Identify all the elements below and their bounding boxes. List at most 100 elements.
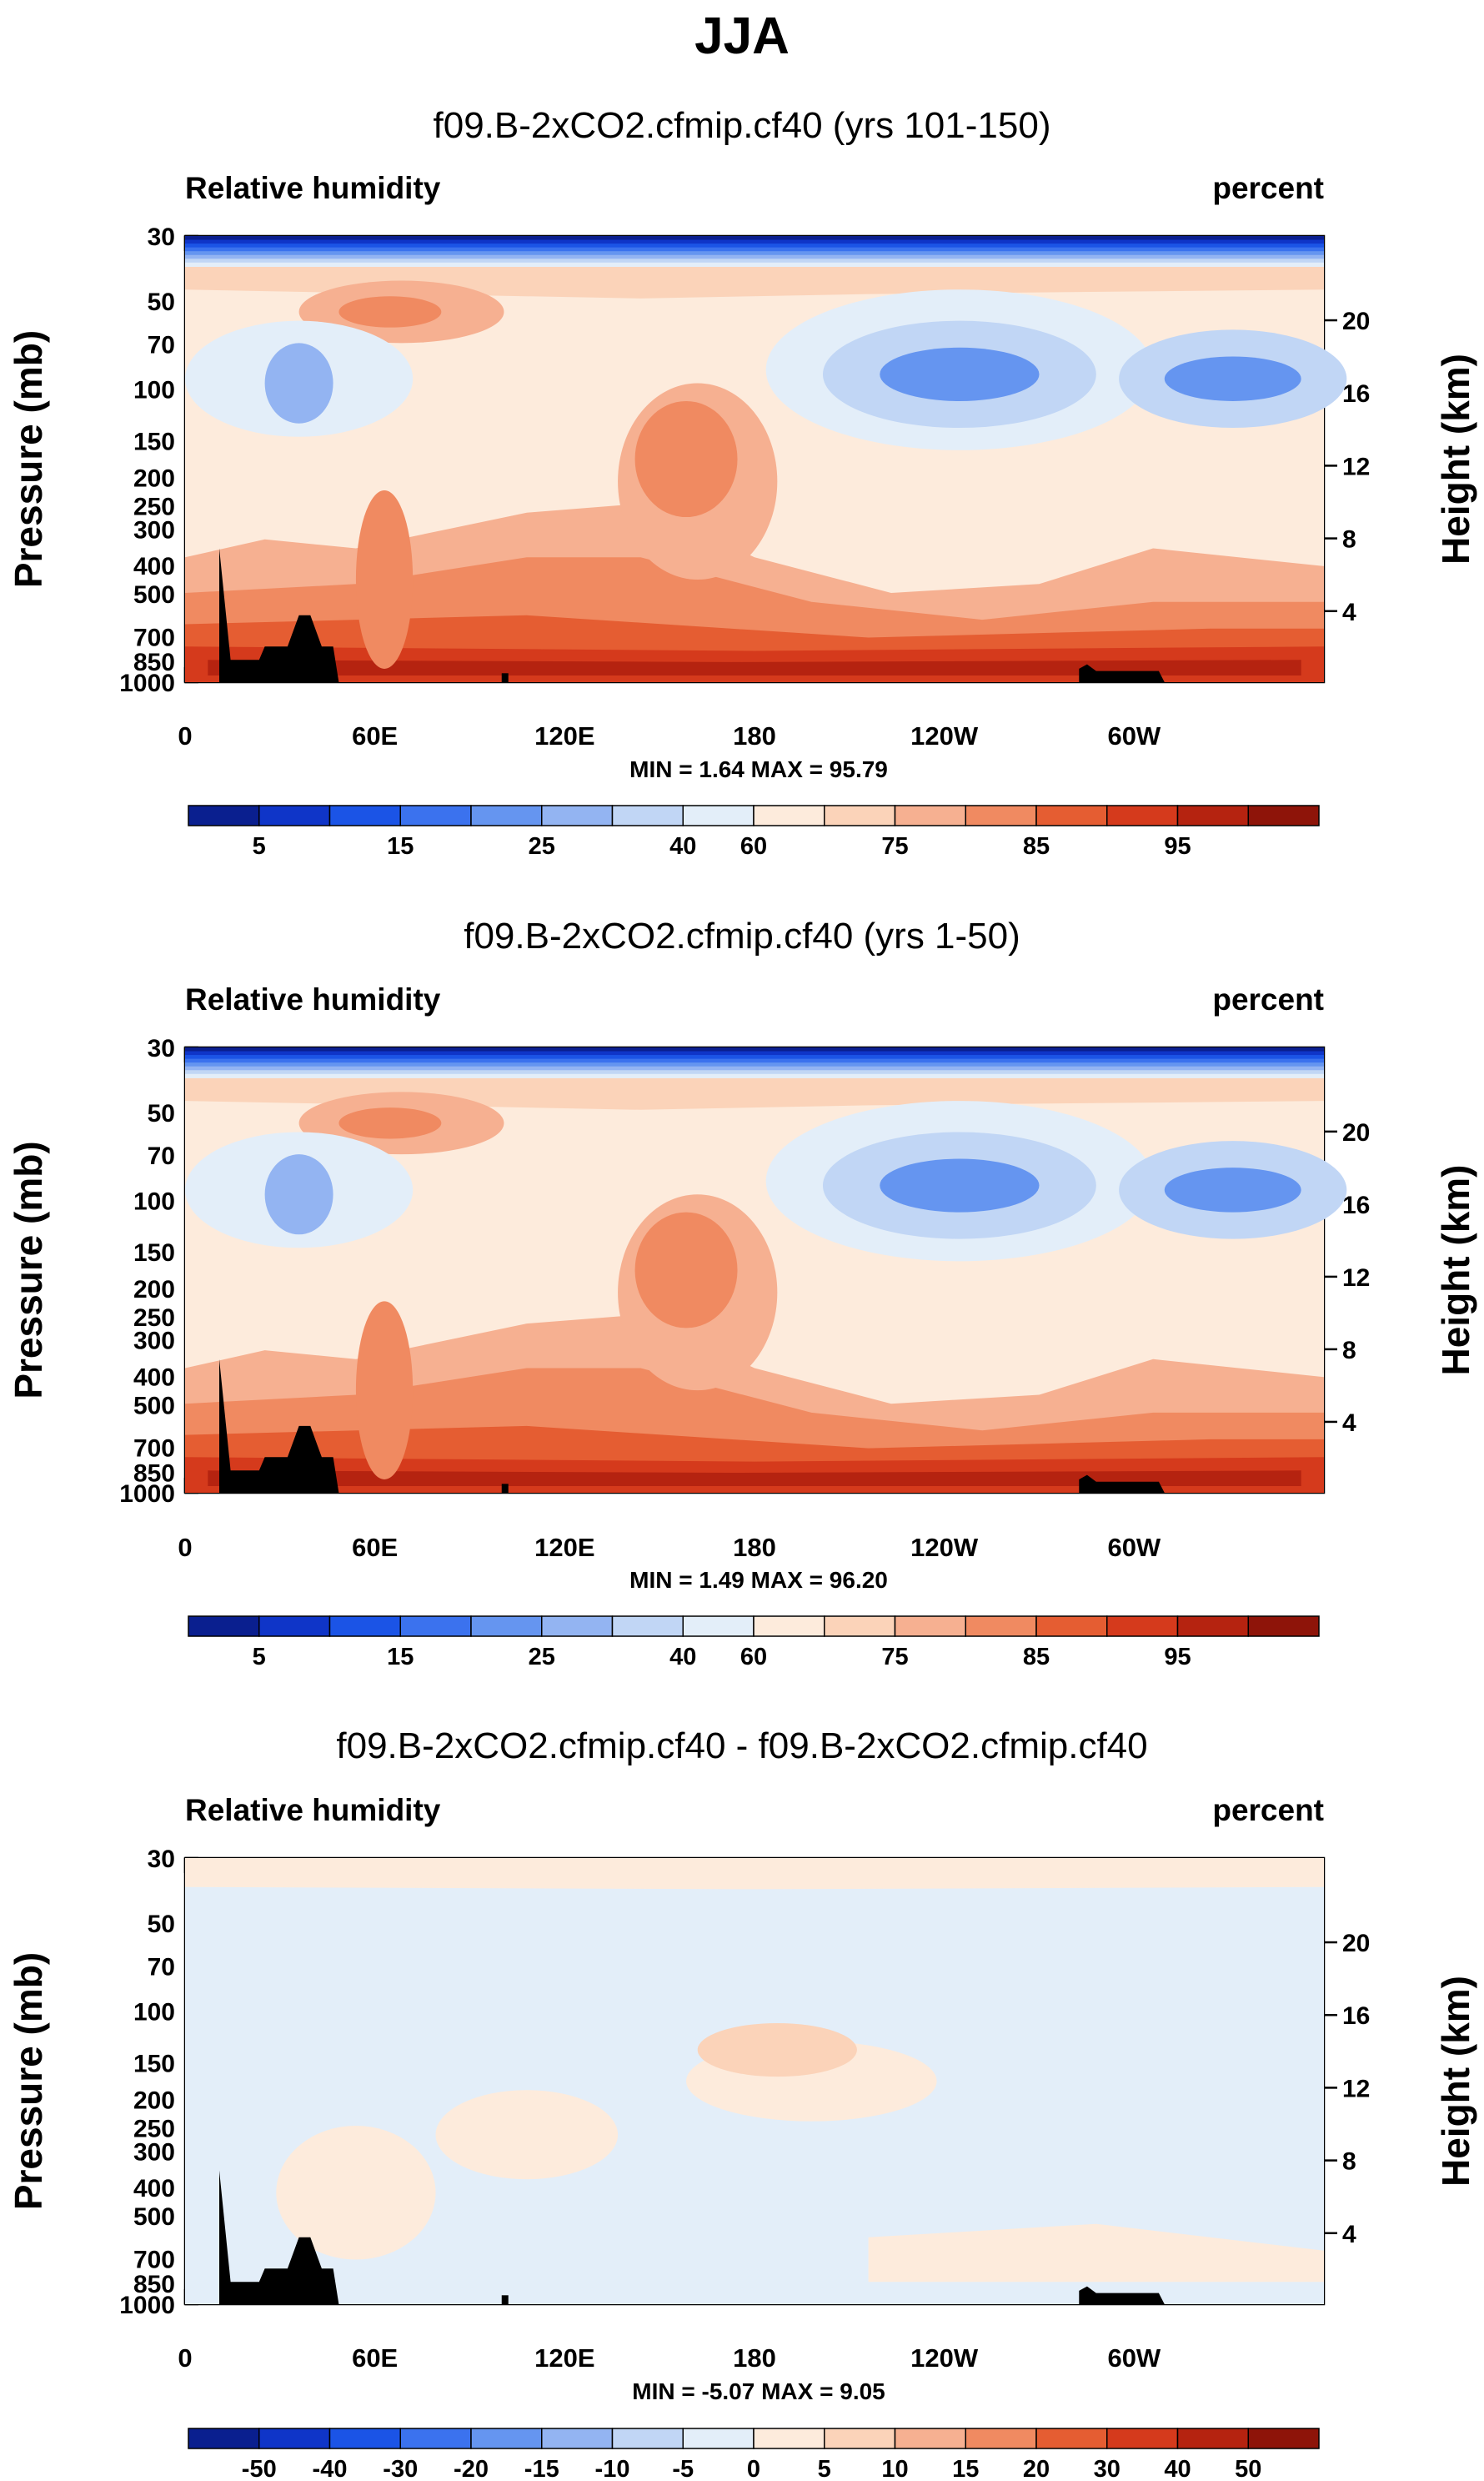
contour-positive-africa (276, 2126, 436, 2260)
x-tick-label: 60E (352, 1533, 398, 1562)
height-tick-label: 20 (1342, 308, 1370, 335)
topography-islands (501, 1484, 509, 1493)
y-axis-title: Pressure (mb) (7, 1952, 50, 2210)
contour-africa (355, 1301, 414, 1479)
contour-strat-band (185, 1047, 1324, 1052)
pressure-tick-label: 100 (133, 1999, 175, 2026)
min-max-readout: MIN = 1.64 MAX = 95.79 (629, 756, 888, 782)
colorbar-swatch (1106, 1615, 1179, 1637)
min-value: -5.07 (695, 2378, 755, 2404)
colorbar-swatch (1247, 805, 1320, 826)
max-value: 9.05 (833, 2378, 885, 2404)
topography-islands (501, 2295, 509, 2304)
contour-dry-pacific-core (880, 347, 1040, 401)
contour-positive-3 (868, 2223, 1324, 2283)
colorbar-label: 40 (1164, 2456, 1191, 2481)
colorbar-label: -20 (454, 2456, 489, 2481)
pressure-tick-label: 150 (133, 2051, 175, 2078)
colorbar-swatch (1106, 805, 1179, 826)
pressure-tick-label: 100 (133, 377, 175, 404)
height-tick-label: 4 (1342, 599, 1356, 626)
colorbar-swatch (894, 1615, 966, 1637)
pressure-tick-label: 200 (133, 465, 175, 492)
colorbar-swatch (399, 1615, 472, 1637)
colorbar-swatch (611, 2428, 684, 2449)
contour-field (185, 1047, 1347, 1493)
height-tick-label: 8 (1342, 2148, 1356, 2176)
pressure-tick-label: 150 (133, 1239, 175, 1267)
contour-strat-band (185, 1062, 1324, 1067)
pressure-tick-label: 200 (133, 1276, 175, 1303)
x-tick-label: 120E (534, 2343, 594, 2373)
min-value: 1.64 (693, 756, 745, 782)
colorbar-label: 95 (1164, 1644, 1191, 1670)
x-tick-label: 120W (910, 721, 979, 751)
panel-1: f09.B-2xCO2.cfmip.cf40 (yrs 101-150) Rela… (7, 105, 1477, 860)
colorbar-label: 60 (740, 1644, 767, 1670)
colorbar-swatch (541, 805, 614, 826)
x-tick-label: 180 (733, 721, 776, 751)
contour-lower-5 (208, 1470, 1301, 1486)
colorbar-swatch (1106, 2428, 1179, 2449)
x-tick-label: 120W (910, 2343, 979, 2373)
contour-strat-band (185, 247, 1324, 252)
colorbar-swatch (894, 805, 966, 826)
contour-strat-band (185, 1070, 1324, 1075)
height-tick-label: 8 (1342, 1337, 1356, 1364)
pressure-tick-label: 850 (133, 1459, 175, 1487)
y-axis-title-right: Height (km) (1434, 1165, 1477, 1376)
contour-strat-band (185, 254, 1324, 259)
colorbar-swatch (1247, 1615, 1320, 1637)
colorbar-swatch (824, 805, 896, 826)
colorbar-label: 60 (740, 833, 767, 860)
x-tick-label: 60W (1107, 2343, 1161, 2373)
colorbar-label: 10 (881, 2456, 908, 2481)
colorbar-swatch (824, 2428, 896, 2449)
colorbar-label: 40 (669, 1644, 696, 1670)
pressure-tick-label: 500 (133, 581, 175, 609)
pressure-tick-label: 850 (133, 2271, 175, 2298)
colorbar-swatch (682, 2428, 755, 2449)
x-tick-label: 60W (1107, 721, 1161, 751)
colorbar-label: 40 (669, 833, 696, 860)
colorbar-swatch (470, 2428, 543, 2449)
variable-label: Relative humidity (185, 171, 441, 205)
colorbar-label: -5 (672, 2456, 694, 2481)
height-tick-label: 16 (1342, 1192, 1370, 1219)
colorbar-label: 5 (818, 2456, 831, 2481)
max-label: MAX = (745, 1567, 823, 1593)
pressure-tick-label: 70 (148, 1953, 175, 1981)
colorbar-swatch (824, 1615, 896, 1637)
colorbar-label: 85 (1023, 1644, 1050, 1670)
colorbar-label: -15 (524, 2456, 559, 2481)
colorbar-swatch (541, 2428, 614, 2449)
colorbar-swatch (1176, 1615, 1249, 1637)
pressure-tick-label: 70 (148, 331, 175, 359)
colorbar-swatch (965, 1615, 1037, 1637)
pressure-tick-label: 400 (133, 1364, 175, 1391)
x-tick-label: 0 (178, 2343, 192, 2373)
height-tick-label: 8 (1342, 526, 1356, 554)
pressure-tick-label: 250 (133, 2115, 175, 2142)
colorbar-swatch (328, 1615, 401, 1637)
colorbar-swatch (611, 805, 684, 826)
units-label: percent (1212, 982, 1324, 1017)
contour-positive-2 (435, 2090, 619, 2180)
colorbar-swatch (399, 805, 472, 826)
pressure-tick-label: 30 (148, 223, 175, 251)
pressure-tick-label: 1000 (119, 2292, 175, 2319)
contour-strat-band (185, 1058, 1324, 1063)
colorbar-label: -40 (313, 2456, 348, 2481)
pressure-tick-label: 1000 (119, 670, 175, 697)
x-tick-label: 60E (352, 721, 398, 751)
height-tick-label: 12 (1342, 2075, 1370, 2102)
panel-title: f09.B-2xCO2.cfmip.cf40 (yrs 1-50) (464, 916, 1020, 957)
contour-africa (355, 490, 414, 669)
height-tick-label: 16 (1342, 2002, 1370, 2030)
topography-andes (1079, 2286, 1165, 2304)
x-tick-label: 120E (534, 721, 594, 751)
min-value: 1.49 (693, 1567, 745, 1593)
pressure-tick-label: 500 (133, 1392, 175, 1419)
pressure-tick-label: 400 (133, 553, 175, 580)
